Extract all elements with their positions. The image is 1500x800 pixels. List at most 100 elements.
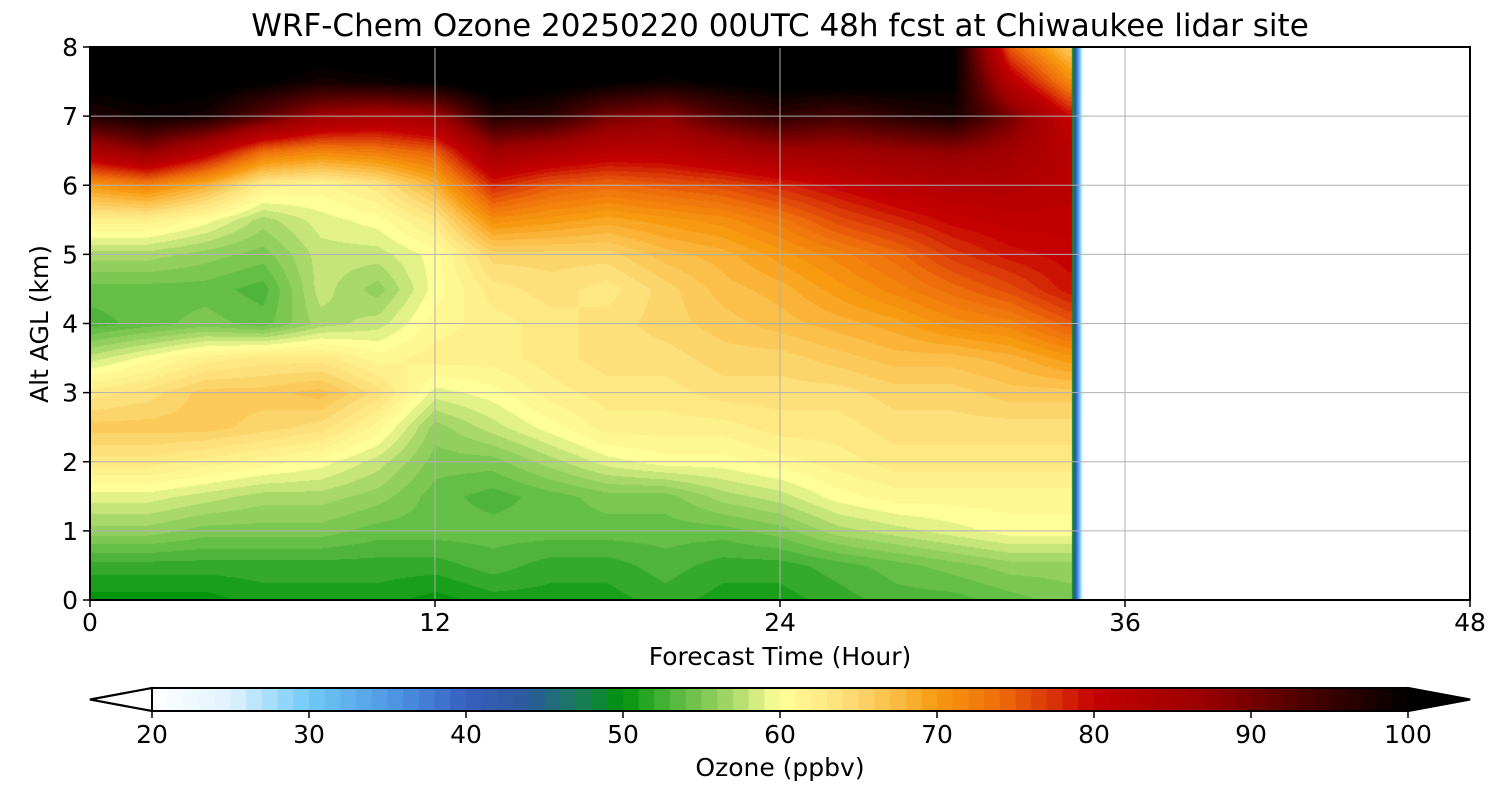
- colorbar-segment: [152, 688, 169, 711]
- colorbar-segment: [309, 688, 326, 711]
- y-tick-label: 1: [62, 517, 78, 546]
- y-tick-label: 7: [62, 102, 78, 131]
- colorbar-segment: [434, 688, 451, 711]
- colorbar-segment: [1376, 688, 1393, 711]
- colorbar-segment: [403, 688, 420, 711]
- x-axis-label: Forecast Time (Hour): [649, 642, 912, 671]
- colorbar-segment: [1172, 688, 1189, 711]
- x-axis: 0 12 24 36 48: [82, 600, 1486, 637]
- y-tick-label: 8: [62, 33, 78, 62]
- colorbar-segment: [827, 688, 844, 711]
- x-tick-label: 0: [82, 608, 98, 637]
- colorbar-segment: [937, 688, 954, 711]
- colorbar-segment: [984, 688, 1001, 711]
- y-tick-label: 2: [62, 448, 78, 477]
- colorbar-segment: [591, 688, 608, 711]
- colorbar-segment: [780, 688, 797, 711]
- colorbar-segment: [999, 688, 1017, 711]
- colorbar-segment: [764, 688, 781, 711]
- colorbar-segment: [1078, 688, 1095, 711]
- x-tick-label: 24: [764, 608, 796, 637]
- colorbar-tick-label: 80: [1078, 720, 1110, 749]
- colorbar-segment: [513, 688, 530, 711]
- colorbar-segment: [732, 688, 750, 711]
- colorbar-segment: [795, 688, 812, 711]
- chart-title: WRF-Chem Ozone 20250220 00UTC 48h fcst a…: [251, 8, 1309, 44]
- y-tick-label: 6: [62, 171, 78, 200]
- colorbar-segment: [811, 688, 828, 711]
- colorbar-segment: [842, 688, 860, 711]
- colorbar: 20 30 40 50 60 70 80 90 100 Ozone (ppbv): [89, 686, 1471, 782]
- colorbar-segment: [371, 688, 389, 711]
- y-axis: 0 1 2 3 4 5 6 7 8: [62, 33, 90, 615]
- colorbar-segment: [1125, 688, 1142, 711]
- colorbar-segment: [717, 688, 734, 711]
- x-tick-label: 12: [419, 608, 451, 637]
- colorbar-segment: [889, 688, 907, 711]
- colorbar-segment: [575, 688, 593, 711]
- y-tick-label: 4: [62, 310, 78, 339]
- colorbar-segment: [1062, 688, 1079, 711]
- y-tick-label: 0: [62, 586, 78, 615]
- colorbar-segment: [418, 688, 436, 711]
- colorbar-segment: [450, 688, 467, 711]
- colorbar-segment: [607, 688, 624, 711]
- colorbar-ticks: 20 30 40 50 60 70 80 90 100: [136, 711, 1432, 749]
- colorbar-segment: [1203, 688, 1221, 711]
- colorbar-segment: [1094, 688, 1111, 711]
- colorbar-segment: [481, 688, 498, 711]
- colorbar-segment: [670, 688, 687, 711]
- colorbar-segment: [214, 688, 232, 711]
- colorbar-segment: [1360, 688, 1378, 711]
- colorbar-segment: [1392, 688, 1409, 711]
- colorbar-segment: [654, 688, 671, 711]
- colorbar-tick-label: 60: [764, 720, 796, 749]
- colorbar-tick-label: 30: [293, 720, 325, 749]
- colorbar-segment: [1031, 688, 1048, 711]
- colorbar-segment: [560, 688, 577, 711]
- colorbar-segment: [544, 688, 561, 711]
- colorbar-segment: [1313, 688, 1331, 711]
- colorbar-segment: [199, 688, 216, 711]
- colorbar-segment: [685, 688, 703, 711]
- colorbar-tick-label: 70: [921, 720, 953, 749]
- x-tick-label: 48: [1454, 608, 1486, 637]
- colorbar-segment: [968, 688, 985, 711]
- colorbar-segment: [1251, 688, 1268, 711]
- colorbar-label: Ozone (ppbv): [695, 753, 864, 782]
- colorbar-segment: [748, 688, 765, 711]
- colorbar-segment: [701, 688, 718, 711]
- colorbar-segment: [1298, 688, 1315, 711]
- colorbar-tick-label: 100: [1384, 720, 1432, 749]
- colorbar-tick-label: 20: [136, 720, 168, 749]
- colorbar-segment: [261, 688, 279, 711]
- colorbar-segments: [152, 688, 1409, 711]
- y-tick-label: 3: [62, 379, 78, 408]
- colorbar-segment: [1282, 688, 1299, 711]
- colorbar-segment: [230, 688, 247, 711]
- colorbar-segment: [1345, 688, 1362, 711]
- colorbar-segment: [1266, 688, 1283, 711]
- colorbar-segment: [1046, 688, 1064, 711]
- y-axis-label: Alt AGL (km): [25, 245, 54, 403]
- colorbar-segment: [905, 688, 922, 711]
- colorbar-segment: [1188, 688, 1205, 711]
- colorbar-segment: [1329, 688, 1346, 711]
- colorbar-segment: [858, 688, 875, 711]
- colorbar-segment: [921, 688, 938, 711]
- y-tick-label: 5: [62, 240, 78, 269]
- colorbar-high-extension: [1407, 686, 1471, 713]
- colorbar-segment: [623, 688, 640, 711]
- colorbar-segment: [1219, 688, 1236, 711]
- colorbar-segment: [952, 688, 969, 711]
- x-tick-label: 36: [1109, 608, 1141, 637]
- colorbar-segment: [638, 688, 655, 711]
- grid-lines: [90, 47, 1470, 600]
- colorbar-segment: [497, 688, 514, 711]
- colorbar-segment: [1235, 688, 1252, 711]
- colorbar-segment: [356, 688, 373, 711]
- colorbar-segment: [340, 688, 357, 711]
- colorbar-segment: [1141, 688, 1158, 711]
- colorbar-segment: [387, 688, 404, 711]
